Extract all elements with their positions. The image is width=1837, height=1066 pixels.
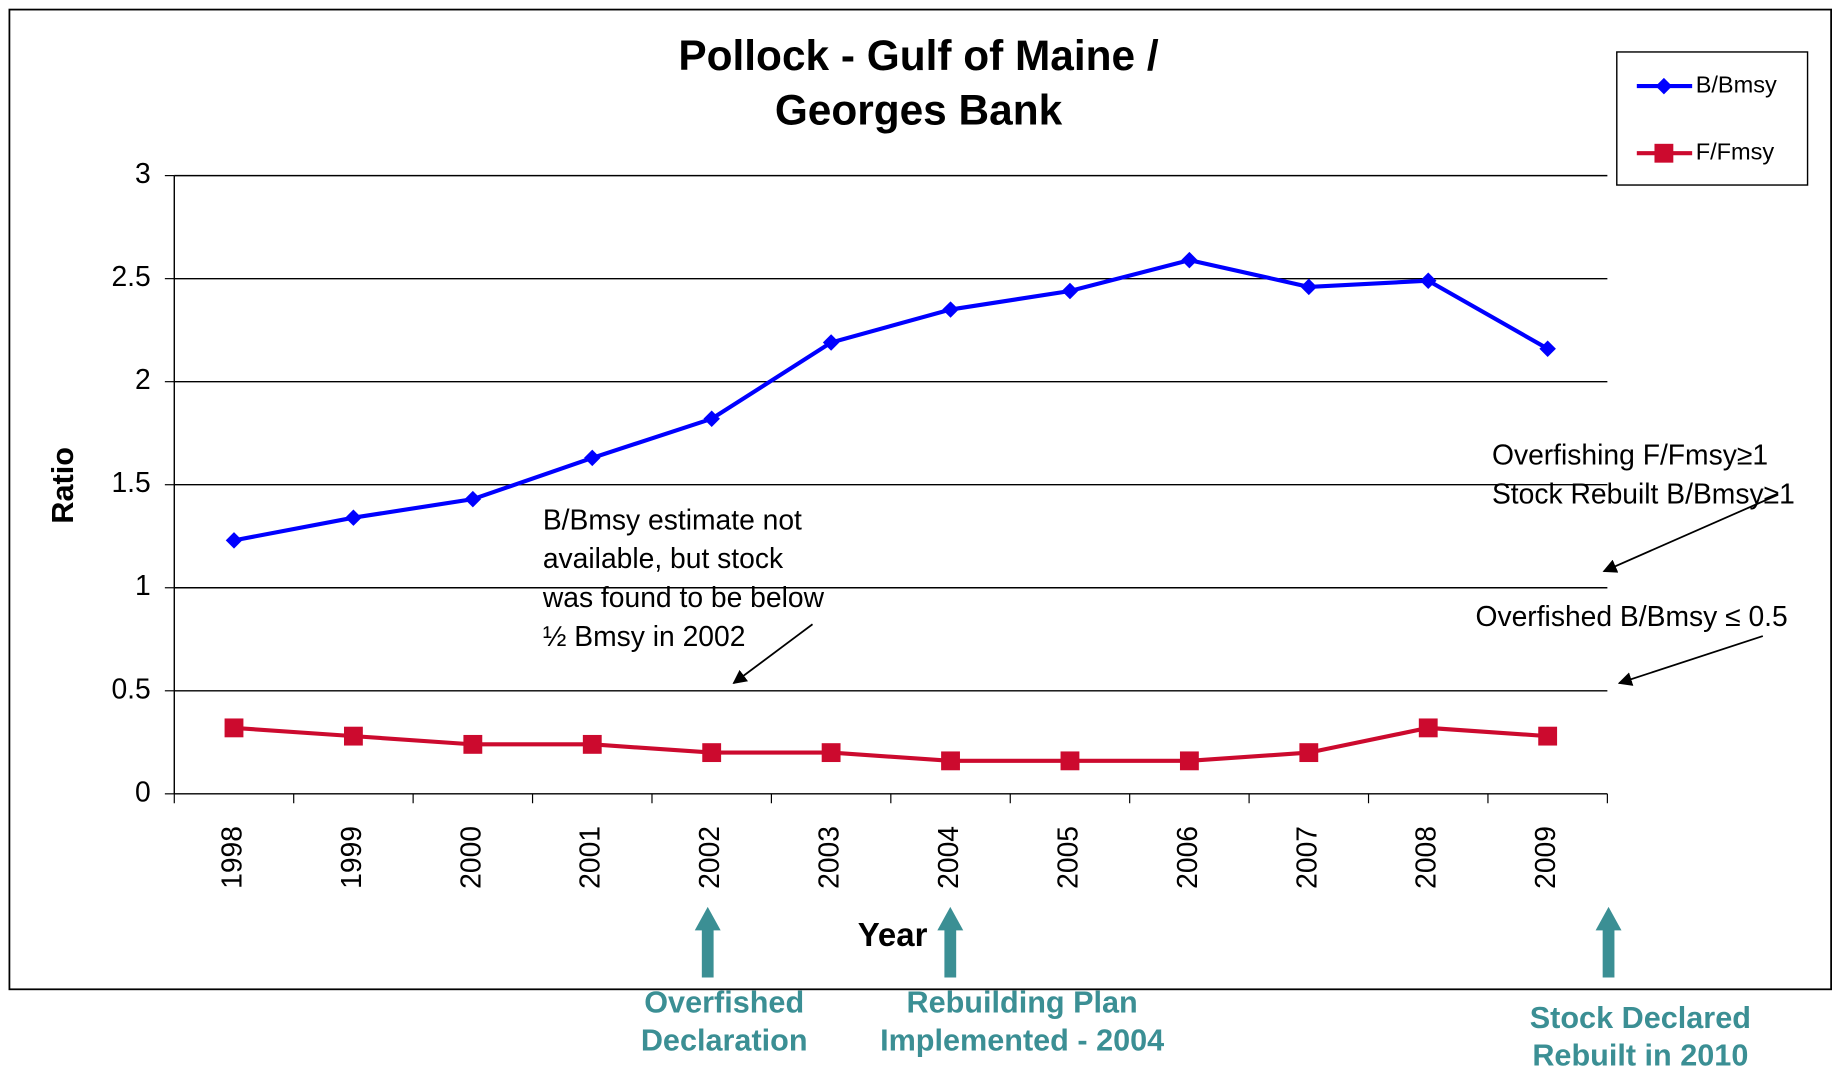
point xyxy=(1060,751,1080,771)
point xyxy=(582,734,602,754)
annotation-arrow xyxy=(1602,493,1779,573)
annotation: B/Bmsy estimate not xyxy=(543,503,802,535)
series xyxy=(225,251,1556,549)
milestone-label: Rebuilt in 2010 xyxy=(1532,1039,1748,1066)
point xyxy=(1538,726,1558,746)
point xyxy=(1061,282,1079,300)
milestone-arrow xyxy=(1595,906,1622,978)
y-tick-label: 2.5 xyxy=(111,260,150,292)
x-tick-label: 2006 xyxy=(1171,826,1203,889)
y-tick-label: 0 xyxy=(135,775,151,807)
annotation: Overfishing F/Fmsy≥1 xyxy=(1492,439,1768,471)
y-tick-label: 1.5 xyxy=(111,466,150,498)
point xyxy=(225,532,243,549)
chart-title: Georges Bank xyxy=(775,86,1063,133)
x-tick-label: 2004 xyxy=(932,826,964,889)
legend-marker xyxy=(1655,77,1673,95)
point xyxy=(1181,251,1198,269)
legend-label: F/Fmsy xyxy=(1696,138,1775,164)
x-tick-label: 2007 xyxy=(1290,826,1322,889)
annotation: was found to be below xyxy=(542,581,825,613)
chart-border xyxy=(8,8,1832,991)
point xyxy=(343,726,363,746)
point xyxy=(345,509,362,526)
x-tick-label: 1998 xyxy=(215,826,247,889)
milestone-label: Rebuilding Plan xyxy=(906,986,1137,1020)
legend-marker xyxy=(1654,143,1674,163)
x-tick-label: 2002 xyxy=(693,826,725,889)
point xyxy=(1179,751,1199,771)
point xyxy=(1300,278,1318,296)
series-line xyxy=(233,257,1549,543)
milestone-arrows xyxy=(694,906,1622,978)
y-axis-label: Ratio xyxy=(46,447,80,524)
milestone-label: Declaration xyxy=(641,1023,808,1057)
legend-label: B/Bmsy xyxy=(1696,71,1777,97)
annotation: ½ Bmsy in 2002 xyxy=(543,620,746,652)
annotation-arrow xyxy=(1617,635,1764,686)
point xyxy=(464,490,482,508)
annotation: Stock Rebuilt B/Bmsy≥1 xyxy=(1492,477,1795,509)
point xyxy=(584,449,601,467)
x-tick-label: 2003 xyxy=(813,826,845,889)
annotation-arrow xyxy=(732,623,814,684)
milestone-arrow xyxy=(937,906,964,978)
annotation: available, but stock xyxy=(543,542,784,574)
point xyxy=(821,743,841,763)
y-tick-label: 2 xyxy=(135,363,151,395)
x-axis-label: Year xyxy=(858,916,928,953)
y-tick-label: 1 xyxy=(135,569,151,601)
point xyxy=(463,734,483,754)
point xyxy=(1539,340,1556,357)
x-tick-label: 2005 xyxy=(1051,826,1083,889)
milestone-label: Overfished xyxy=(644,986,804,1020)
point xyxy=(1299,743,1319,763)
x-tick-label: 2001 xyxy=(574,826,606,889)
annotation: Overfished B/Bmsy ≤ 0.5 xyxy=(1475,600,1787,632)
point xyxy=(941,751,960,771)
x-tick-label: 1999 xyxy=(335,826,367,889)
x-tick-label: 2008 xyxy=(1410,826,1442,889)
milestone-arrow xyxy=(694,906,721,978)
y-tick-label: 3 xyxy=(135,157,151,189)
legend-box xyxy=(1616,51,1809,186)
point xyxy=(224,718,244,738)
point xyxy=(1419,272,1437,289)
point xyxy=(942,301,959,318)
x-tick-label: 2009 xyxy=(1529,826,1561,889)
y-tick-label: 0.5 xyxy=(111,672,150,704)
point xyxy=(702,743,722,763)
chart-title: Pollock - Gulf of Maine / xyxy=(678,32,1159,79)
series xyxy=(224,718,1558,771)
x-tick-label: 2000 xyxy=(454,826,486,889)
milestone-label: Stock Declared xyxy=(1530,1001,1751,1035)
milestone-label: Implemented - 2004 xyxy=(880,1023,1164,1057)
point xyxy=(822,334,840,351)
series-line xyxy=(233,725,1548,763)
point xyxy=(1418,718,1438,738)
